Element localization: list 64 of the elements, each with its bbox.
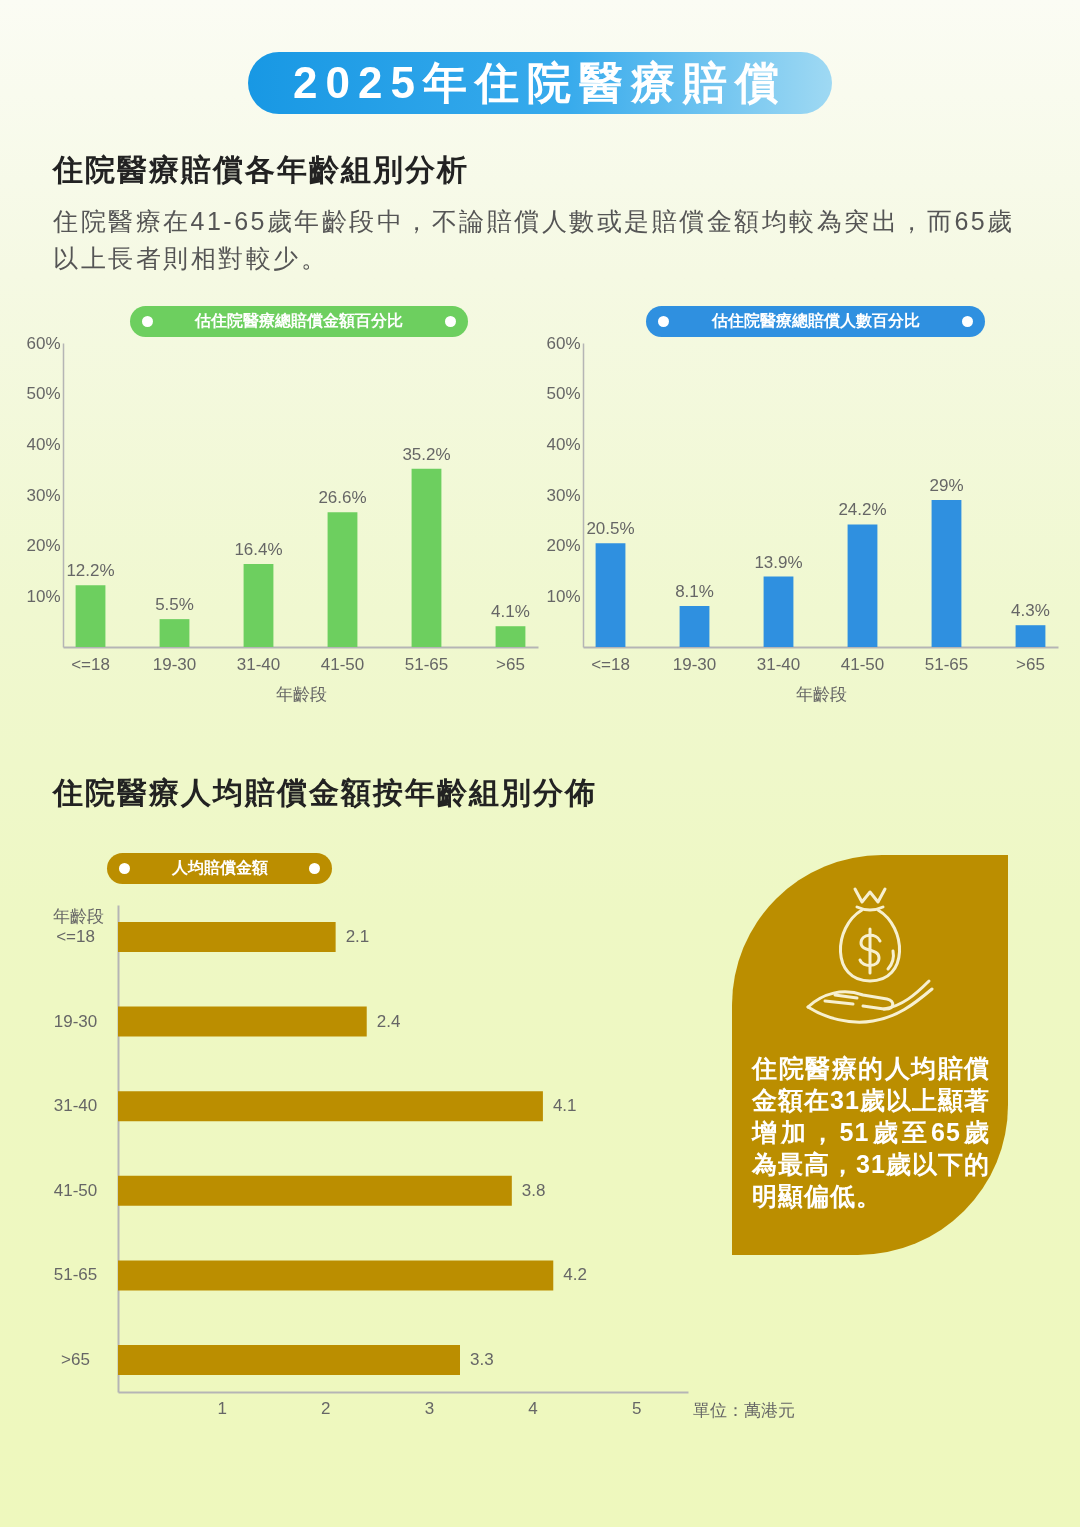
x-tick-label: 4 <box>528 1398 538 1418</box>
x-tick-label: >65 <box>496 654 525 674</box>
data-label: 20.5% <box>586 519 635 539</box>
y-tick-label: <=18 <box>56 926 95 946</box>
data-label: 29% <box>929 476 964 496</box>
x-axis-title: 單位：萬港元 <box>692 1400 795 1420</box>
y-tick-label: 50% <box>546 384 581 404</box>
x-tick-label: 2 <box>321 1398 331 1418</box>
y-tick-label: 51-65 <box>53 1265 98 1285</box>
text: 住院醫療的人均賠償金額在31歲以上顯著增加，51歲至65歲為最高，31歲以下的明顯偏低。 <box>752 1053 990 1212</box>
y-tick-label: 41-50 <box>53 1180 98 1200</box>
data-label: 4.2 <box>563 1265 587 1285</box>
x-tick-label: 19-30 <box>672 654 717 674</box>
y-tick-label: 30% <box>546 485 581 505</box>
chart-title: 住院醫療人均賠償金額按年齡組別分佈 <box>53 775 597 811</box>
y-tick-label: 60% <box>546 333 581 353</box>
data-label: 3.3 <box>470 1350 494 1370</box>
x-tick-label: >65 <box>1016 654 1045 674</box>
y-tick-label: 20% <box>26 536 61 556</box>
data-label: 8.1% <box>675 581 714 601</box>
x-axis-title: 年齡段 <box>275 684 327 704</box>
y-tick-label: 60% <box>26 333 61 353</box>
x-tick-label: 1 <box>217 1398 227 1418</box>
x-tick-label: 31-40 <box>236 654 281 674</box>
text: 住院醫療賠償各年齡組別分析 <box>53 152 469 188</box>
y-tick-label: 10% <box>546 586 581 606</box>
data-label: 26.6% <box>318 488 367 508</box>
y-tick-label: >65 <box>61 1350 90 1370</box>
y-tick-label: 19-30 <box>53 1011 98 1031</box>
data-label: 4.1 <box>552 1096 577 1116</box>
text: 2025年住院醫療賠償 <box>248 52 832 114</box>
data-label: 24.2% <box>838 500 887 520</box>
chart-title: 估住院醫療總賠償金額百分比 <box>195 311 403 331</box>
data-label: 12.2% <box>66 561 115 581</box>
x-tick-label: 5 <box>631 1398 642 1418</box>
y-tick-label: 40% <box>26 434 61 454</box>
x-tick-label: <=18 <box>591 654 630 674</box>
chart-subtitle: 人均賠償金額 <box>171 858 268 878</box>
chart-title: 估住院醫療總賠償人數百分比 <box>711 311 920 331</box>
x-tick-label: 51-65 <box>404 654 449 674</box>
y-tick-label: 30% <box>26 485 61 505</box>
data-label: 3.8 <box>521 1180 546 1200</box>
data-label: 2.1 <box>345 926 370 946</box>
y-tick-label: 31-40 <box>53 1096 98 1116</box>
x-tick-label: 51-65 <box>924 654 969 674</box>
y-tick-label: 50% <box>26 384 61 404</box>
data-label: 13.9% <box>754 552 803 572</box>
y-tick-label: 10% <box>26 586 61 606</box>
data-label: 35.2% <box>402 444 451 464</box>
y-tick-label: 20% <box>546 536 581 556</box>
data-label: 4.3% <box>1011 601 1050 621</box>
data-label: 4.1% <box>491 602 530 622</box>
y-axis-title: 年齡段 <box>53 906 104 926</box>
x-tick-label: 19-30 <box>152 654 197 674</box>
y-tick-label: 40% <box>546 434 581 454</box>
x-axis-title: 年齡段 <box>795 684 847 704</box>
x-tick-label: 31-40 <box>756 654 801 674</box>
x-tick-label: 41-50 <box>320 654 365 674</box>
text: 住院醫療在41-65歲年齡段中，不論賠償人數或是賠償金額均較為突出，而65歲以上長者則相對較少。 <box>53 206 1015 274</box>
data-label: 16.4% <box>234 539 283 559</box>
x-tick-label: 41-50 <box>840 654 885 674</box>
data-label: 5.5% <box>155 595 194 615</box>
x-tick-label: 3 <box>424 1398 435 1418</box>
data-label: 2.4 <box>376 1011 401 1031</box>
